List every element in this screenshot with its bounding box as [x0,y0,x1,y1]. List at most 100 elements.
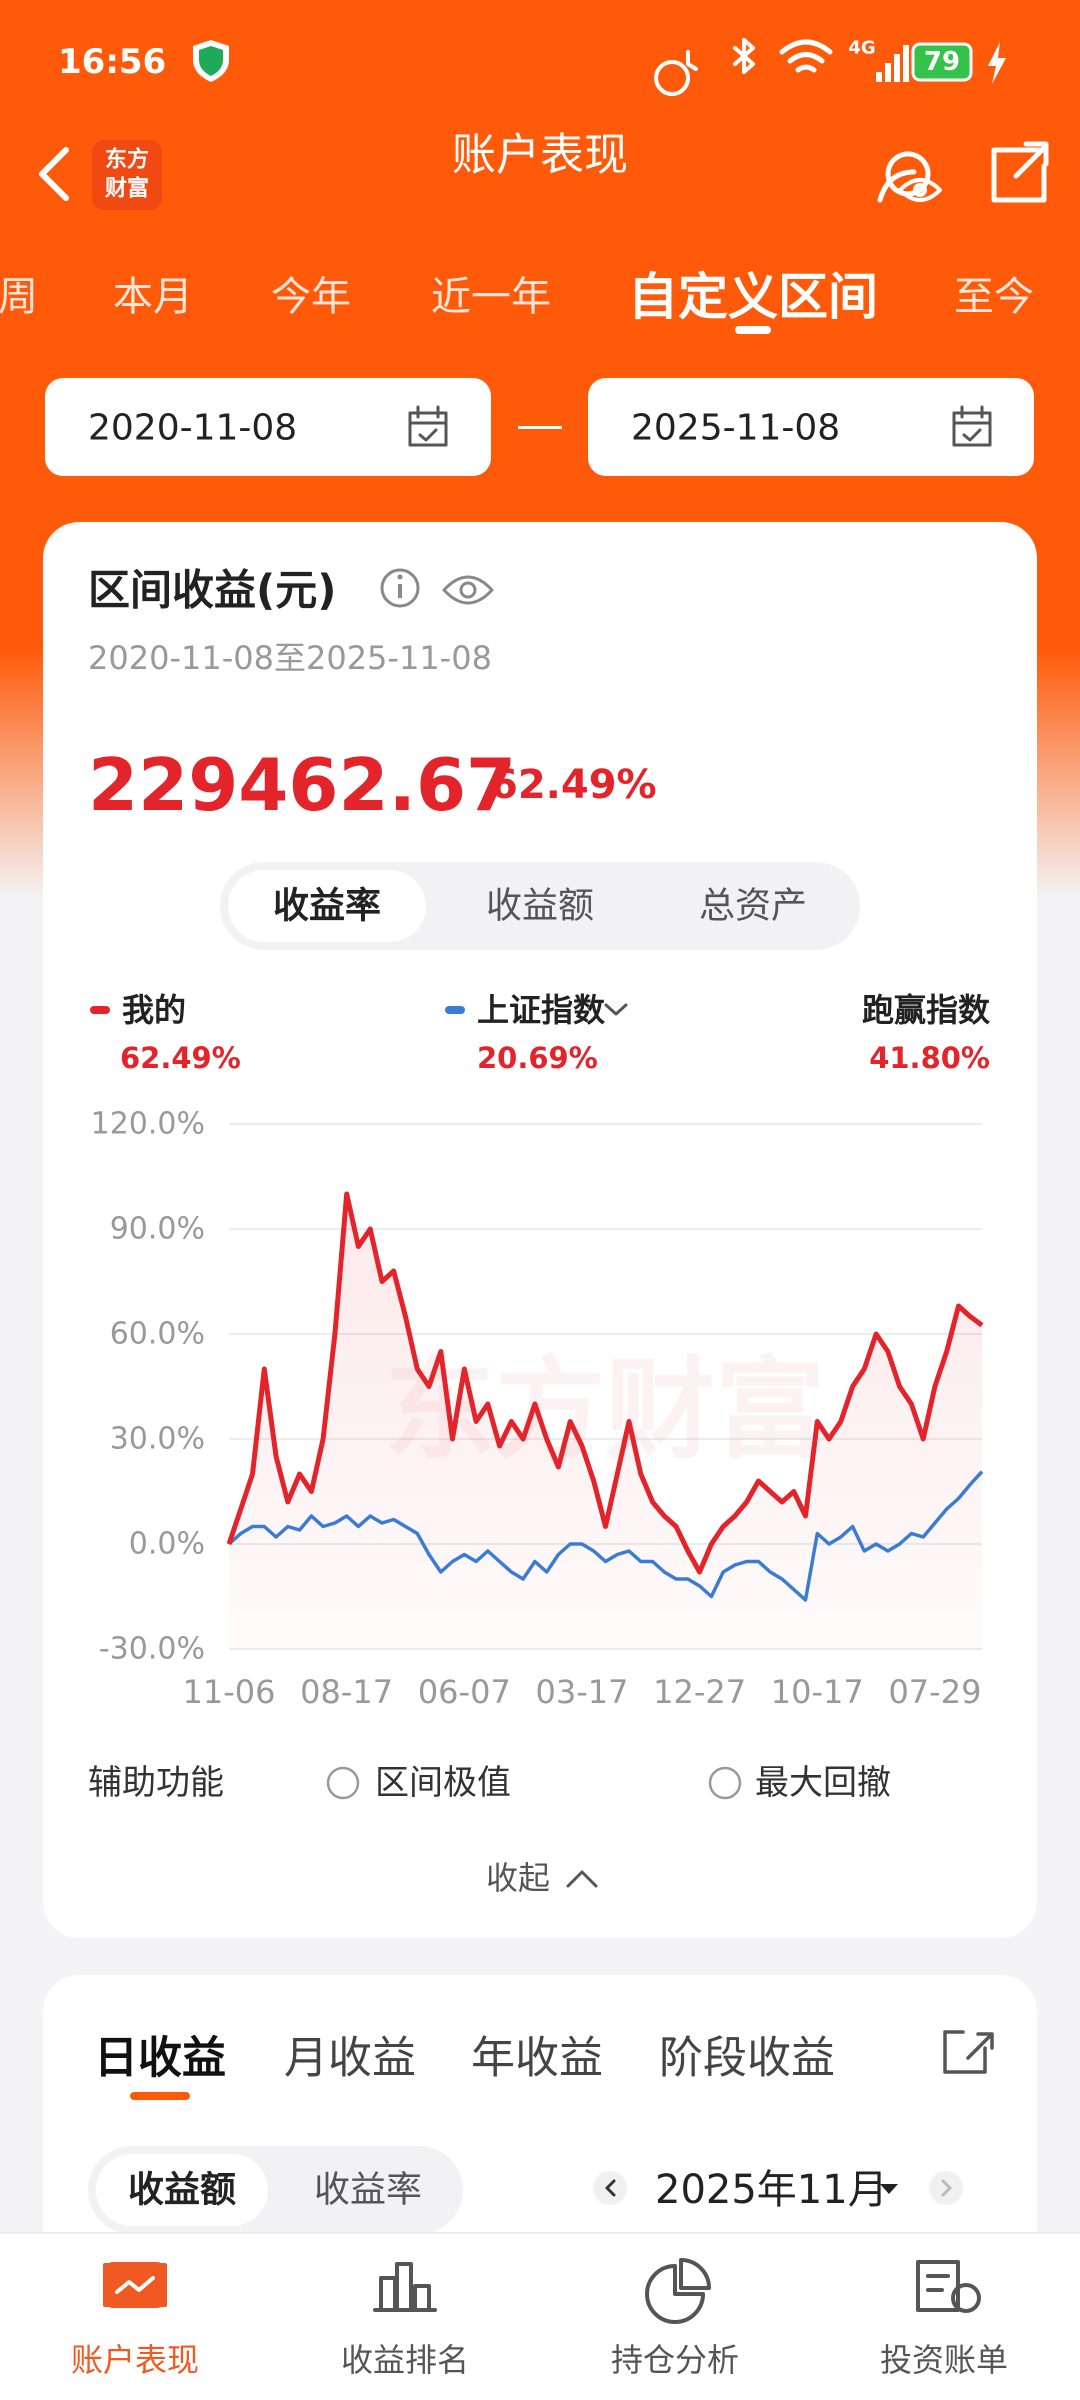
calendar-icon[interactable] [952,405,992,447]
next-chevron [941,2179,952,2197]
battery-level: 79 [924,47,960,77]
signal-bar [903,45,909,82]
next-month[interactable] [929,2171,963,2205]
tab-indicator [735,326,771,334]
earnings-toggle[interactable]: 收益额 [128,2170,236,2211]
date-start: 2020-11-08 [88,408,297,449]
info-icon-dot [397,574,403,580]
alarm-icon [654,50,698,96]
profit-amount: 229462.67 [88,743,516,827]
metric-tab[interactable]: 收益额 [486,886,594,927]
back-button[interactable] [39,147,69,201]
date-separator [518,426,562,429]
x-tick-label: 12-27 [653,1673,746,1711]
nav-label[interactable]: 收益排名 [341,2341,469,2379]
collapse-button[interactable]: 收起 [486,1859,550,1897]
bottom-nav [0,2233,1080,2400]
x-tick-label: 07-29 [888,1673,981,1711]
card-title: 区间收益(元) [88,566,336,615]
legend-value: 20.69% [477,1041,598,1075]
info-icon[interactable] [380,568,420,608]
battery-body [911,42,973,82]
logo-line: 财富 [105,176,149,202]
period-tab[interactable]: 周 [0,274,38,320]
app-logo [92,140,162,210]
date-start-box[interactable] [45,378,491,476]
signal-bar [876,72,882,82]
nav-label[interactable]: 投资账单 [880,2341,1008,2379]
x-tick-label: 06-07 [418,1673,511,1711]
page-title: 账户表现 [452,130,628,181]
export-icon[interactable] [943,2030,994,2074]
eye-icon[interactable] [898,178,942,202]
earnings-tab[interactable]: 日收益 [94,2033,226,2084]
nav-label[interactable]: 账户表现 [71,2341,199,2379]
radio-button[interactable] [326,1766,360,1800]
nav-label[interactable]: 持仓分析 [611,2341,739,2379]
period-tab[interactable]: 本月 [113,274,193,320]
x-tick-label: 11-06 [183,1673,276,1711]
tool-option[interactable]: 最大回撤 [755,1763,891,1803]
wifi-icon [779,39,833,73]
date-end-box[interactable] [588,378,1034,476]
period-tab[interactable]: 自定义区间 [628,268,878,326]
prev-chevron [605,2179,616,2197]
y-tick-label: 60.0% [110,1317,205,1352]
period-tab[interactable]: 今年 [271,274,351,320]
legend-swatch [445,1006,465,1014]
legend-name: 跑赢指数 [862,991,991,1029]
signal-bar [894,54,900,82]
earnings-tab[interactable]: 阶段收益 [659,2033,835,2084]
nav-icon [916,2260,981,2313]
info-icon-bar [398,584,402,598]
signal-bar [885,63,891,82]
y-tick-label: 90.0% [110,1212,205,1247]
x-tick-label: 03-17 [535,1673,628,1711]
nav-icon [645,2258,711,2324]
y-tick-label: -30.0% [99,1632,205,1667]
period-tab[interactable]: 近一年 [431,274,551,320]
earnings-toggle[interactable]: 收益率 [314,2170,422,2211]
legend-swatch [90,1006,110,1014]
y-tick-label: 0.0% [129,1527,205,1562]
prev-month[interactable] [593,2171,627,2205]
month-label[interactable]: 2025年11月 [655,2167,888,2213]
earnings-tab-indicator [130,2092,190,2100]
index-selector-chevron[interactable] [604,1003,628,1016]
logo-line: 东方 [105,147,149,173]
calendar-icon[interactable] [408,405,448,447]
series-line [226,1191,984,1575]
share-icon[interactable] [991,141,1049,203]
tools-label: 辅助功能 [88,1763,224,1803]
earnings-tab[interactable]: 月收益 [284,2033,416,2084]
network-label: 4G [848,38,875,59]
radio-button[interactable] [708,1766,742,1800]
nav-icon-line [115,2276,155,2294]
series-line [227,1470,984,1602]
shield-inner [199,46,223,76]
y-tick-label: 30.0% [110,1422,205,1457]
date-end: 2025-11-08 [631,408,840,449]
visibility-icon[interactable] [442,575,494,605]
status-time: 16:56 [58,42,166,82]
tool-option[interactable]: 区间极值 [375,1763,511,1803]
earnings-switch-active [96,2154,268,2226]
metric-active [228,870,426,942]
metric-tab[interactable]: 总资产 [699,886,807,927]
x-tick-label: 10-17 [771,1673,864,1711]
profit-rate: 62.49% [490,762,657,808]
profile-icon[interactable] [877,151,931,203]
collapse-chevron[interactable] [566,1870,598,1888]
nav-icon [373,2262,437,2312]
period-tab[interactable]: 至今 [954,274,1034,320]
card-range: 2020-11-08至2025-11-08 [88,639,492,677]
metric-tab[interactable]: 收益率 [273,886,381,927]
y-tick-label: 120.0% [91,1107,205,1142]
charge-icon [988,42,1006,84]
bluetooth-icon [733,38,755,74]
legend-name[interactable]: 上证指数 [477,991,606,1029]
legend-value: 41.80% [869,1041,990,1075]
earnings-tab[interactable]: 年收益 [471,2033,603,2084]
